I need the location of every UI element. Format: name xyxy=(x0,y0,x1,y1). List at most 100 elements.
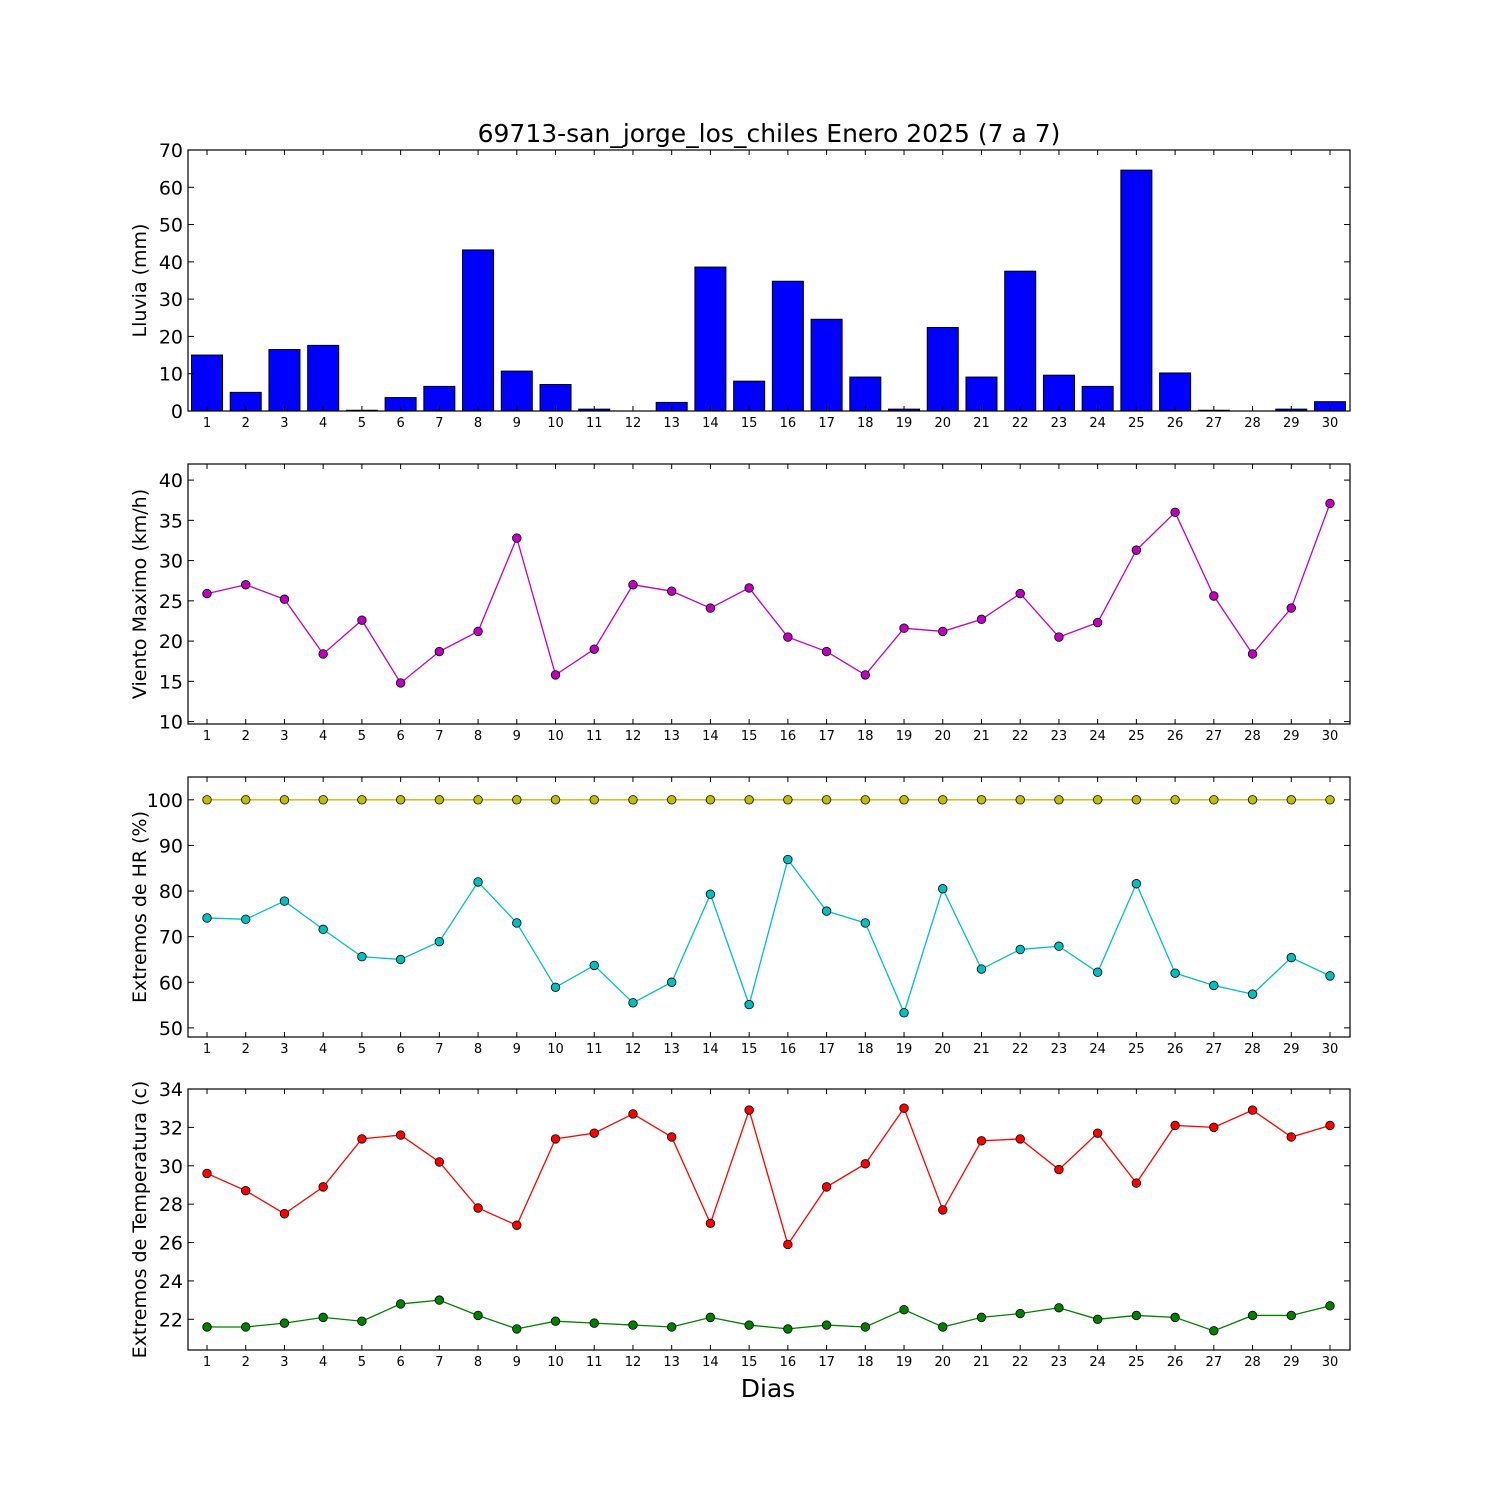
humidity-xtick-label: 29 xyxy=(1283,1042,1300,1057)
temperature-xtick-label: 6 xyxy=(396,1355,404,1370)
temperature-series-2-point-day-29 xyxy=(1286,1310,1296,1321)
wind-xtick-label: 25 xyxy=(1128,729,1145,744)
humidity-series-1-point-day-6 xyxy=(395,795,406,805)
humidity-xtick-label: 4 xyxy=(319,1042,327,1057)
temperature-series-1-point-day-20 xyxy=(938,1205,948,1215)
wind-xtick-label: 14 xyxy=(702,729,719,744)
rain-xtick-label: 10 xyxy=(547,416,564,431)
humidity-xtick-label: 27 xyxy=(1206,1042,1223,1057)
rain-ytick-label: 50 xyxy=(159,215,183,237)
wind-series-1-point-day-9 xyxy=(512,533,522,543)
rain-xtick-label: 13 xyxy=(663,416,680,431)
rain-xtick-label: 27 xyxy=(1206,416,1223,431)
humidity-series-2-point-day-12 xyxy=(628,998,638,1008)
humidity-series-2-point-day-26 xyxy=(1170,968,1180,978)
rain-xtick-label: 18 xyxy=(857,416,874,431)
wind-xtick-label: 7 xyxy=(435,729,443,744)
temperature-xtick-label: 24 xyxy=(1089,1355,1106,1370)
humidity-series-1-point-day-19 xyxy=(899,795,909,805)
humidity-xtick-label: 26 xyxy=(1167,1042,1184,1057)
wind-xtick-label: 5 xyxy=(358,729,366,744)
humidity-series-2-point-day-30 xyxy=(1325,971,1335,981)
temperature-series-1-point-day-3 xyxy=(279,1209,290,1219)
wind-series-1-point-day-29 xyxy=(1286,603,1296,613)
wind-series-1-point-day-11 xyxy=(589,644,599,654)
rain-xtick-label: 26 xyxy=(1167,416,1184,431)
wind-xtick-label: 18 xyxy=(857,729,874,744)
humidity-series-1-point-day-30 xyxy=(1325,795,1335,805)
rain-bar-day-8 xyxy=(462,249,495,412)
wind-series-1-point-day-16 xyxy=(783,632,793,642)
humidity-series-1-point-day-14 xyxy=(705,795,716,805)
humidity-series-2-point-day-24 xyxy=(1092,967,1103,977)
humidity-series-1-point-day-16 xyxy=(783,795,793,805)
temperature-series-1-point-day-26 xyxy=(1170,1120,1180,1131)
humidity-xtick-label: 2 xyxy=(242,1042,250,1057)
temperature-series-1-point-day-15 xyxy=(744,1105,754,1115)
temperature-xtick-label: 30 xyxy=(1322,1355,1339,1370)
temperature-series-1-point-day-28 xyxy=(1247,1105,1258,1115)
humidity-ytick-label: 50 xyxy=(159,1018,183,1040)
temperature-series-2-point-day-20 xyxy=(938,1322,948,1332)
wind-series-1-point-day-1 xyxy=(202,588,212,599)
humidity-xtick-label: 17 xyxy=(818,1042,835,1057)
rain-bar-day-9 xyxy=(500,370,533,412)
wind-ytick-label: 35 xyxy=(159,510,183,532)
temperature-series-1-point-day-9 xyxy=(512,1220,522,1230)
temperature-ytick-label: 24 xyxy=(159,1271,183,1293)
humidity-series-2-point-day-22 xyxy=(1015,944,1025,955)
humidity-series-2-point-day-5 xyxy=(357,952,367,962)
wind-series-1-point-day-20 xyxy=(938,626,948,637)
rain-xtick-label: 25 xyxy=(1128,416,1145,431)
wind-xtick-label: 28 xyxy=(1244,729,1261,744)
humidity-series-1-point-day-4 xyxy=(318,795,328,805)
wind-ytick-label: 40 xyxy=(159,470,183,492)
rain-xtick-label: 9 xyxy=(513,416,521,431)
temperature-ytick-label: 32 xyxy=(159,1117,183,1139)
humidity-series-2-point-day-23 xyxy=(1054,941,1064,951)
humidity-xtick-label: 11 xyxy=(586,1042,603,1057)
wind-xtick-label: 3 xyxy=(280,729,288,744)
temperature-series-2-point-day-16 xyxy=(783,1324,793,1334)
temperature-xtick-label: 28 xyxy=(1244,1355,1261,1370)
humidity-series-1-point-day-8 xyxy=(473,795,483,805)
rain-ytick-label: 10 xyxy=(159,364,183,386)
wind-series-1-point-day-26 xyxy=(1170,507,1180,518)
humidity-xtick-label: 8 xyxy=(474,1042,482,1057)
humidity-series-1-point-day-27 xyxy=(1209,795,1219,805)
wind-ytick-label: 25 xyxy=(159,591,183,613)
temperature-series-1-point-day-18 xyxy=(860,1159,871,1169)
humidity-series-2-point-day-11 xyxy=(589,960,599,971)
temperature-xtick-label: 25 xyxy=(1128,1355,1145,1370)
humidity-series-2-line xyxy=(206,858,1331,1015)
wind-series-1-point-day-15 xyxy=(744,583,754,593)
humidity-series-2-point-day-8 xyxy=(473,877,483,887)
wind-xtick-label: 29 xyxy=(1283,729,1300,744)
wind-xtick-label: 16 xyxy=(780,729,797,744)
temperature-series-2-point-day-13 xyxy=(666,1322,677,1332)
wind-xtick-label: 15 xyxy=(741,729,758,744)
temperature-xtick-label: 7 xyxy=(435,1355,443,1370)
humidity-xtick-label: 28 xyxy=(1244,1042,1261,1057)
temperature-series-2-point-day-6 xyxy=(395,1299,406,1309)
humidity-series-2-point-day-17 xyxy=(821,906,832,916)
humidity-series-1-point-day-5 xyxy=(357,795,367,805)
humidity-xtick-label: 10 xyxy=(547,1042,564,1057)
wind-xtick-label: 20 xyxy=(934,729,951,744)
temperature-ytick-label: 30 xyxy=(159,1156,183,1178)
rain-bar-day-3 xyxy=(268,348,301,412)
humidity-series-2-point-day-13 xyxy=(666,977,677,987)
humidity-xtick-label: 25 xyxy=(1128,1042,1145,1057)
rain-xtick-label: 1 xyxy=(203,416,211,431)
humidity-series-2-point-day-6 xyxy=(395,954,406,965)
wind-xtick-label: 9 xyxy=(513,729,521,744)
rain-bar-day-25 xyxy=(1120,169,1153,412)
humidity-series-2-point-day-18 xyxy=(860,918,871,928)
temperature-series-1-point-day-21 xyxy=(976,1136,987,1146)
humidity-xtick-label: 20 xyxy=(934,1042,951,1057)
wind-series-1-point-day-27 xyxy=(1209,591,1219,601)
wind-series-1-point-day-10 xyxy=(550,670,561,680)
wind-xtick-label: 1 xyxy=(203,729,211,744)
